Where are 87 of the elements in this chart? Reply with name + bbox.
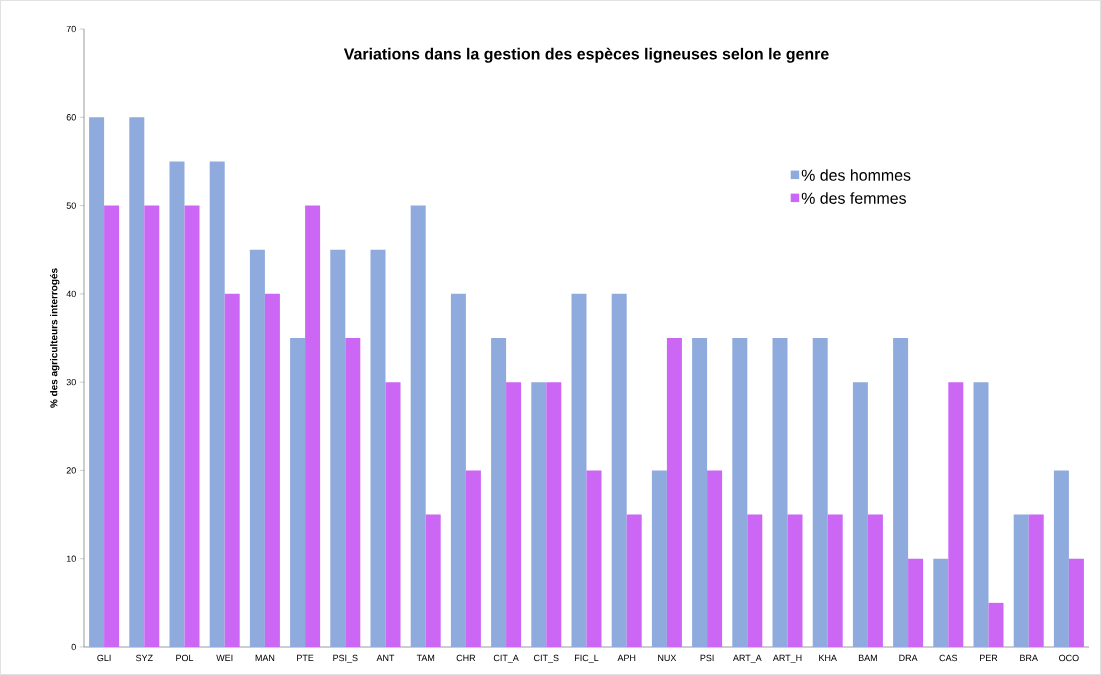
x-tick-label: PER — [980, 654, 998, 661]
x-tick-label: WEI — [216, 654, 233, 661]
bar — [209, 161, 225, 647]
bar — [893, 338, 909, 647]
x-tick-label: SYZ — [135, 654, 153, 662]
bar — [506, 382, 522, 647]
x-tick-label: BAM — [858, 654, 877, 661]
bar — [264, 293, 280, 647]
bar — [827, 514, 843, 647]
y-tick-label: 0 — [71, 643, 76, 651]
y-tick-label: 30 — [66, 378, 76, 386]
bar — [692, 338, 708, 647]
legend-label: % des hommes — [801, 169, 911, 181]
bar — [973, 382, 989, 647]
x-tick-label: DRA — [899, 654, 918, 661]
bar — [1068, 558, 1084, 647]
bar — [626, 514, 642, 647]
x-tick-label: GLI — [97, 654, 111, 662]
bar — [666, 338, 682, 647]
x-tick-label: FIC_L — [575, 654, 599, 663]
bar — [169, 161, 185, 647]
x-tick-label: PSI_S — [333, 654, 358, 663]
bar — [787, 514, 803, 647]
bar — [249, 249, 265, 647]
bar — [988, 602, 1004, 647]
bar — [450, 293, 466, 647]
bar — [867, 514, 883, 647]
x-tick-label: MAN — [255, 654, 275, 661]
y-tick-label: 60 — [66, 114, 76, 121]
bar — [852, 382, 868, 647]
x-tick-label: NUX — [658, 654, 677, 662]
bar — [948, 382, 964, 647]
bar — [571, 293, 587, 647]
bar — [410, 205, 426, 647]
bar — [224, 293, 240, 647]
bar — [747, 514, 763, 647]
bar — [908, 558, 924, 647]
x-tick-label: PSI — [700, 654, 714, 662]
bar — [772, 338, 788, 647]
bar — [1053, 470, 1069, 647]
legend-label: % des femmes — [801, 192, 906, 204]
x-tick-label: APH — [617, 654, 636, 661]
x-tick-label: BRA — [1020, 654, 1038, 661]
text: Variations dans la gestion des espèces ligneuses selon le genre — [343, 47, 829, 63]
y-tick-label: 50 — [66, 202, 76, 209]
x-tick-label: CIT_S — [534, 654, 559, 663]
bar — [707, 470, 723, 647]
y-tick-label: 20 — [66, 467, 76, 474]
bar — [651, 470, 667, 647]
bar — [385, 382, 401, 647]
x-tick-label: ART_H — [772, 654, 802, 663]
bar — [546, 382, 562, 647]
bar — [305, 205, 321, 647]
x-tick-label: POL — [176, 654, 194, 662]
bar — [465, 470, 481, 647]
y-axis-title: % des agriculteurs interrogés — [49, 268, 60, 408]
bar — [425, 514, 441, 647]
bar — [129, 117, 145, 647]
bar — [104, 205, 120, 647]
bar — [144, 205, 160, 647]
bar — [732, 338, 748, 647]
x-tick-label: CIT_A — [493, 654, 519, 663]
bar — [184, 205, 200, 647]
bar — [491, 338, 507, 647]
bar — [1013, 514, 1029, 647]
x-tick-label: ART_A — [732, 654, 762, 663]
x-tick-label: OCO — [1059, 654, 1079, 662]
bar — [586, 470, 602, 647]
bar — [370, 249, 386, 647]
bar — [345, 338, 361, 647]
bar — [611, 293, 627, 647]
bar — [1028, 514, 1044, 647]
y-tick-label: 10 — [66, 555, 76, 562]
x-tick-label: CHR — [456, 654, 476, 662]
x-tick-label: TAM — [416, 654, 435, 661]
bar — [933, 558, 949, 647]
x-tick-label: KHA — [819, 654, 837, 661]
bar — [812, 338, 828, 647]
bar — [531, 382, 547, 647]
bar — [330, 249, 346, 647]
y-tick-label: 40 — [66, 290, 76, 298]
y-tick-label: 70 — [66, 25, 76, 33]
bar — [290, 338, 306, 647]
bar — [89, 117, 105, 647]
x-tick-label: PTE — [297, 654, 314, 661]
x-tick-label: CAS — [939, 654, 958, 662]
x-tick-label: ANT — [376, 654, 395, 661]
